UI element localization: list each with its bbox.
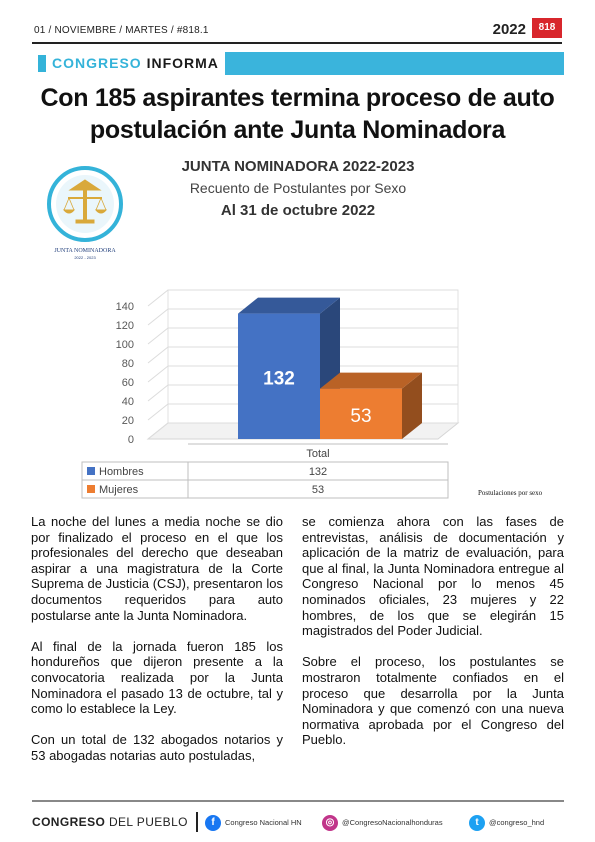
y-tick-label: 140 bbox=[116, 301, 134, 313]
footer-brand: CONGRESO DEL PUEBLO bbox=[32, 815, 188, 829]
bar-chart: 0 20 40 60 80 100 120 140 132 53 Total Hombres 132… bbox=[81, 289, 460, 499]
article-paragraph: se comienza ahora con las fases de entre… bbox=[302, 514, 564, 639]
top-bar: 01 / NOVIEMBRE / MARTES / #818.1 2022 81… bbox=[32, 18, 562, 42]
facebook-icon: f bbox=[205, 815, 221, 832]
section-accent-mark bbox=[38, 55, 46, 72]
bar-top bbox=[238, 297, 340, 314]
infographic: JUNTA NOMINADORA 2022 - 2023 JUNTA NOMIN… bbox=[38, 152, 560, 512]
instagram-handle: @CongresoNacionalhonduras bbox=[342, 818, 443, 827]
bar-hombres bbox=[238, 313, 320, 439]
bar-value-label: 53 bbox=[350, 406, 371, 427]
issue-year: 2022 bbox=[492, 21, 526, 38]
bar-top bbox=[320, 372, 422, 389]
twitter-link[interactable]: t @congreso_hnd bbox=[469, 814, 544, 832]
headline: Con 185 aspirantes termina proceso de au… bbox=[40, 84, 555, 144]
table-category-label: Total bbox=[306, 448, 329, 460]
facebook-handle: Congreso Nacional HN bbox=[225, 818, 302, 827]
table-value: 53 bbox=[312, 484, 324, 496]
bar-value-label: 132 bbox=[263, 368, 295, 389]
section-banner: CONGRESO INFORMA bbox=[32, 52, 564, 75]
top-divider bbox=[32, 42, 562, 44]
y-tick-label: 80 bbox=[122, 358, 134, 370]
section-label-part1: CONGRESO bbox=[52, 55, 142, 71]
dateline: 01 / NOVIEMBRE / MARTES / #818.1 bbox=[34, 25, 209, 36]
gridline bbox=[147, 308, 458, 326]
twitter-icon: t bbox=[469, 815, 485, 832]
article-paragraph: Al final de la jornada fueron 185 los ho… bbox=[31, 638, 283, 717]
chart-data-table: Total Hombres 132 Mujeres 53 bbox=[81, 443, 449, 499]
article-paragraph: Sobre el proceso, los postulantes se mos… bbox=[302, 654, 564, 748]
y-tick-label: 120 bbox=[116, 320, 134, 332]
table-row bbox=[81, 479, 449, 499]
section-label-part2: INFORMA bbox=[146, 55, 219, 71]
footer-brand-rest: DEL PUEBLO bbox=[108, 815, 188, 829]
article-paragraph: La noche del lunes a media noche se dio … bbox=[31, 514, 283, 623]
article-column-right: se comienza ahora con las fases de entre… bbox=[302, 514, 564, 764]
section-banner-fill bbox=[212, 52, 564, 75]
legend-entry: Mujeres bbox=[99, 484, 139, 496]
chart-y-ticks: 0 20 40 60 80 100 120 140 bbox=[116, 301, 134, 446]
instagram-icon: ◎ bbox=[322, 815, 338, 832]
y-tick-label: 20 bbox=[122, 415, 134, 427]
y-tick-label: 60 bbox=[122, 377, 134, 389]
chart-bars: 132 53 bbox=[238, 297, 422, 439]
article-column-left: La noche del lunes a media noche se dio … bbox=[31, 514, 283, 779]
instagram-link[interactable]: ◎ @CongresoNacionalhonduras bbox=[322, 814, 443, 832]
chart-subtitle: Recuento de Postulantes por Sexo bbox=[189, 180, 407, 196]
article-paragraph: Con un total de 132 abogados notarios y … bbox=[31, 732, 283, 763]
section-label: CONGRESO INFORMA bbox=[32, 52, 225, 75]
footer-divider bbox=[32, 800, 564, 802]
footer: CONGRESO DEL PUEBLO f Congreso Nacional H… bbox=[32, 812, 564, 834]
gridline bbox=[147, 327, 458, 345]
table-value: 132 bbox=[309, 466, 327, 478]
gridline bbox=[147, 289, 458, 307]
scales-of-justice-icon bbox=[62, 179, 108, 224]
photo-caption: Postulaciones por sexo bbox=[478, 489, 543, 497]
chart-title: JUNTA NOMINADORA 2022-2023 bbox=[181, 158, 415, 175]
logo-years: 2022 - 2023 bbox=[74, 255, 96, 260]
footer-separator bbox=[196, 812, 198, 832]
bar-mujeres bbox=[320, 388, 402, 439]
legend-swatch bbox=[87, 485, 95, 493]
y-tick-label: 40 bbox=[122, 396, 134, 408]
chart-date: Al 31 de octubre 2022 bbox=[220, 202, 376, 219]
issue-badge: 818 bbox=[532, 18, 562, 38]
gridline bbox=[147, 346, 458, 364]
logo-name: JUNTA NOMINADORA bbox=[54, 248, 116, 254]
facebook-link[interactable]: f Congreso Nacional HN bbox=[205, 814, 302, 832]
y-tick-label: 100 bbox=[116, 339, 134, 351]
legend-swatch bbox=[87, 467, 95, 475]
footer-brand-bold: CONGRESO bbox=[32, 815, 106, 829]
junta-nominadora-logo: JUNTA NOMINADORA 2022 - 2023 bbox=[47, 166, 123, 260]
y-tick-label: 0 bbox=[128, 434, 134, 446]
gridline bbox=[147, 365, 458, 383]
bar-side bbox=[402, 372, 422, 439]
twitter-handle: @congreso_hnd bbox=[489, 818, 545, 827]
legend-entry: Hombres bbox=[99, 466, 144, 478]
